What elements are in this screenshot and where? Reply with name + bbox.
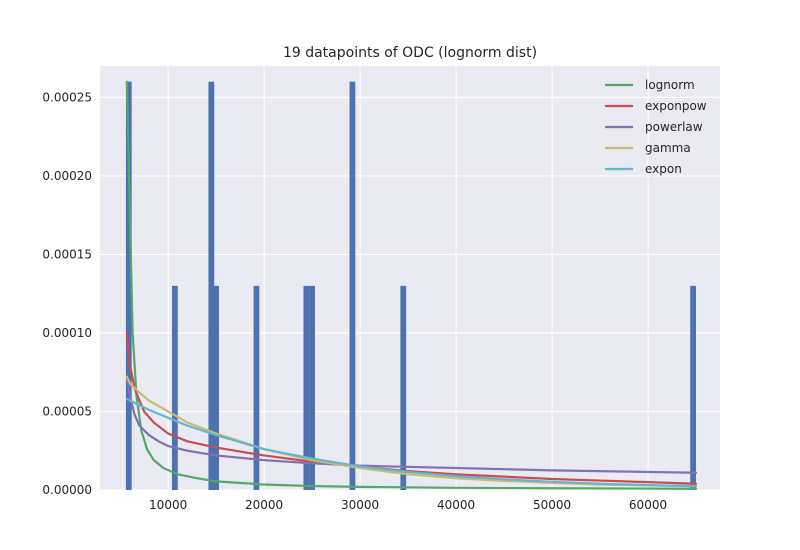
y-tick-label: 0.00025 — [42, 90, 92, 104]
plot-background — [100, 66, 720, 490]
series-line-expon — [125, 397, 698, 488]
fit-curves — [125, 80, 698, 490]
grid-lines — [100, 66, 720, 491]
histogram-bar — [125, 81, 132, 490]
legend: lognorm exponpow powerlaw gamma expon — [605, 78, 707, 176]
legend-label-powerlaw: powerlaw — [645, 120, 703, 134]
histogram-bar — [253, 285, 260, 490]
y-axis-ticks: 0.00000 0.00005 0.00010 0.00015 0.00020 0.000… — [42, 90, 92, 497]
histogram-bar — [208, 81, 215, 490]
x-tick-label: 10000 — [149, 498, 187, 512]
y-tick-label: 0.00000 — [42, 483, 92, 497]
y-tick-label: 0.00020 — [42, 169, 92, 183]
x-tick-label: 30000 — [341, 498, 379, 512]
legend-label-gamma: gamma — [645, 141, 691, 155]
legend-label-exponpow: exponpow — [645, 99, 707, 113]
histogram-bar — [690, 285, 697, 490]
y-tick-label: 0.00010 — [42, 326, 92, 340]
histogram-bar — [309, 285, 315, 490]
x-tick-label: 20000 — [245, 498, 283, 512]
histogram-bar — [171, 285, 178, 490]
chart-title: 19 datapoints of ODC (lognorm dist) — [283, 45, 537, 61]
series-line-lognorm — [125, 80, 698, 490]
histogram-bar — [349, 81, 356, 490]
x-tick-label: 50000 — [533, 498, 571, 512]
histogram-bar — [303, 285, 310, 490]
histogram-bar — [213, 285, 220, 490]
legend-label-expon: expon — [645, 162, 682, 176]
histogram-bar — [400, 285, 407, 490]
x-axis-ticks: 10000 20000 30000 40000 50000 60000 — [149, 498, 667, 512]
y-tick-label: 0.00005 — [42, 404, 92, 418]
x-tick-label: 40000 — [437, 498, 475, 512]
y-tick-label: 0.00015 — [42, 247, 92, 261]
x-tick-label: 60000 — [629, 498, 667, 512]
series-line-exponpow — [125, 331, 698, 485]
histogram-bars — [125, 81, 697, 490]
series-line-powerlaw — [125, 374, 698, 474]
legend-label-lognorm: lognorm — [645, 78, 695, 92]
